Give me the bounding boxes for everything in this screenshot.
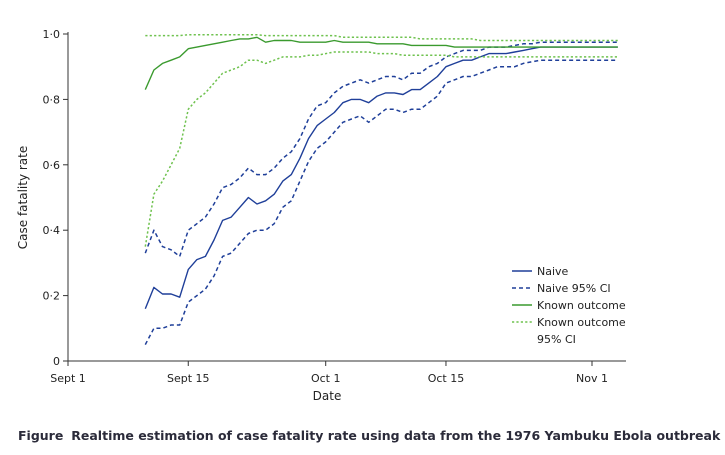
y-tick-label: 0·6 [43,159,61,172]
series-layer [144,33,618,345]
x-tick-label: Nov 1 [576,372,608,385]
legend-label: Naive 95% CI [537,282,611,295]
y-tick-label: 1·0 [43,28,61,41]
y-tick-label: 0·4 [43,224,61,237]
legend: Naive Naive 95% CI Known outcome Known outc… [512,265,626,346]
y-tick-label: 0·8 [43,93,61,106]
legend-label: 95% CI [537,333,576,346]
chart: 0 0·2 0·4 0·6 0·8 1·0 Sept 1 Sept 15 Oct 1 Oct 1… [16,28,626,403]
y-tick-label: 0 [53,355,60,368]
x-tick-label: Sept 15 [167,372,210,385]
series-line-1 [144,41,618,258]
x-axis-title: Date [313,389,342,403]
x-tick-label: Oct 1 [311,372,341,385]
legend-label: Naive [537,265,569,278]
caption-label: Figure [18,428,64,443]
figure-caption: Figure Realtime estimation of case fatal… [18,428,720,443]
series-line-3 [144,36,618,90]
x-tick-label: Sept 1 [50,372,86,385]
caption-text: Realtime estimation of case fatality rat… [71,428,721,443]
y-tick-label: 0·2 [43,290,61,303]
series-line-5 [144,51,618,247]
x-tick-label: Oct 15 [428,372,465,385]
x-axis: Sept 1 Sept 15 Oct 1 Oct 15 Nov 1 [50,360,626,385]
y-axis-title: Case fatality rate [16,146,30,249]
series-line-4 [145,33,618,42]
legend-label: Known outcome [537,299,626,312]
legend-label: Known outcome [537,316,626,329]
y-axis: 0 0·2 0·4 0·6 0·8 1·0 [43,28,69,368]
series-line-2 [144,59,618,345]
